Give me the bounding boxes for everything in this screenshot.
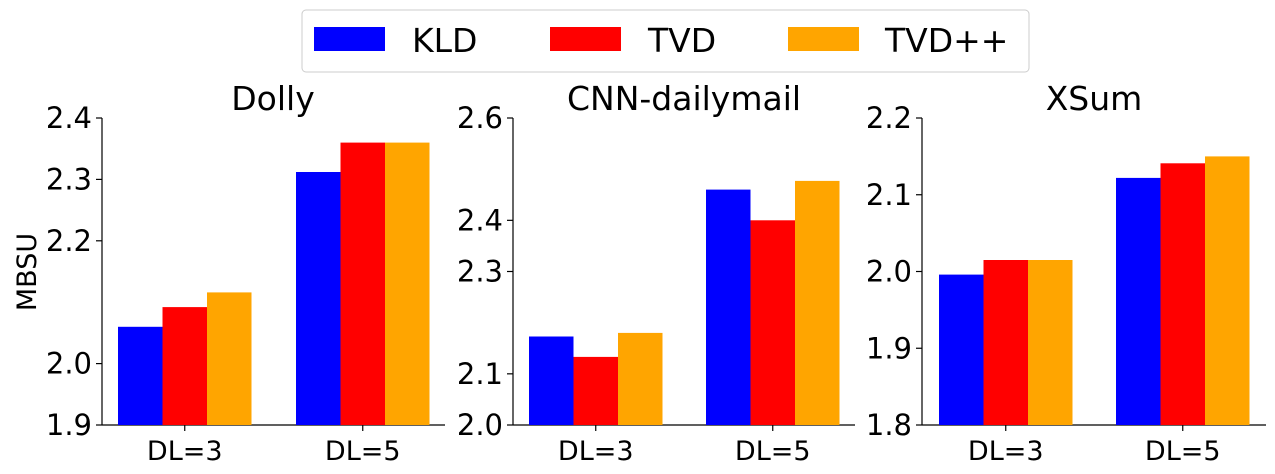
y-ticks: 1.8 1.9 2.0 2.1 2.2 — [866, 101, 922, 442]
y-ticks: 1.9 2.0 2.2 2.3 2.4 — [46, 101, 102, 442]
bar-tvd-dl-3 — [1028, 260, 1073, 425]
x-ticks: DL=3 DL=5 — [558, 425, 811, 467]
bar-tvd-dl-3 — [983, 260, 1028, 425]
legend: KLD TVD TVD++ — [301, 9, 1030, 73]
bar-tvd-dl-3 — [618, 332, 663, 425]
y-ticks: 2.0 2.1 2.3 2.4 2.6 — [457, 101, 513, 442]
bar-kld-dl-5 — [296, 172, 341, 425]
legend-label-kld: KLD — [412, 21, 477, 60]
y-tick-label: 2.1 — [457, 357, 503, 391]
y-tick-label: 2.0 — [866, 255, 912, 289]
y-tick-label: 2.0 — [46, 347, 92, 381]
y-tick-label: 2.6 — [457, 101, 503, 135]
x-tick-label: DL=3 — [147, 436, 223, 467]
bar-kld-dl-3 — [939, 274, 984, 425]
legend-swatch-tvdpp — [788, 27, 859, 51]
panel-xsum: XSum 1.8 1.9 2.0 2.1 2.2 DL=3 DL=5 — [866, 79, 1266, 467]
legend-label-tvdpp: TVD++ — [884, 21, 1008, 60]
bar-tvd-dl-3 — [573, 356, 618, 425]
legend-swatch-tvd — [550, 27, 621, 51]
bars — [529, 180, 840, 425]
y-tick-label: 1.9 — [866, 331, 912, 365]
x-ticks: DL=3 DL=5 — [147, 425, 401, 467]
y-tick-label: 1.9 — [46, 408, 92, 442]
x-ticks: DL=3 DL=5 — [968, 425, 1221, 467]
y-axis-label: MBSU — [12, 233, 43, 311]
x-tick-label: DL=3 — [968, 436, 1044, 467]
bars — [939, 156, 1250, 426]
panel-cnn-dailymail: CNN-dailymail 2.0 2.1 2.3 2.4 2.6 DL=3 DL=5 — [457, 79, 855, 467]
bar-kld-dl-5 — [706, 189, 751, 425]
bar-tvd-dl-3 — [207, 292, 252, 425]
chart-title: Dolly — [231, 79, 314, 118]
y-tick-label: 2.1 — [866, 178, 912, 212]
bar-tvd-dl-5 — [1205, 156, 1250, 425]
bars — [118, 142, 430, 425]
bar-tvd-dl-5 — [340, 142, 385, 425]
y-tick-label: 2.4 — [457, 203, 503, 237]
x-tick-label: DL=5 — [735, 436, 811, 467]
bar-kld-dl-3 — [529, 336, 574, 425]
y-tick-label: 2.0 — [457, 408, 503, 442]
chart-title: CNN-dailymail — [567, 79, 801, 118]
x-tick-label: DL=5 — [1145, 436, 1221, 467]
panel-dolly: Dolly 1.9 2.0 2.2 2.3 2.4 DL=3 DL=5 — [46, 79, 445, 467]
chart-title: XSum — [1046, 79, 1143, 118]
bar-tvd-dl-5 — [795, 180, 840, 425]
x-tick-label: DL=3 — [558, 436, 634, 467]
bar-tvd-dl-5 — [385, 142, 430, 425]
bar-kld-dl-5 — [1116, 177, 1161, 425]
y-tick-label: 2.2 — [866, 101, 912, 135]
bar-tvd-dl-5 — [750, 220, 795, 425]
bar-kld-dl-3 — [118, 326, 163, 425]
bar-tvd-dl-5 — [1160, 163, 1205, 426]
x-tick-label: DL=5 — [325, 436, 401, 467]
y-tick-label: 2.3 — [46, 162, 92, 196]
legend-frame — [301, 9, 1030, 73]
y-tick-label: 2.3 — [457, 255, 503, 289]
legend-label-tvd: TVD — [647, 21, 716, 60]
legend-swatch-kld — [314, 27, 385, 51]
y-tick-label: 2.2 — [46, 224, 92, 258]
y-tick-label: 2.4 — [46, 101, 92, 135]
bar-tvd-dl-3 — [162, 307, 207, 425]
y-tick-label: 1.8 — [866, 408, 912, 442]
